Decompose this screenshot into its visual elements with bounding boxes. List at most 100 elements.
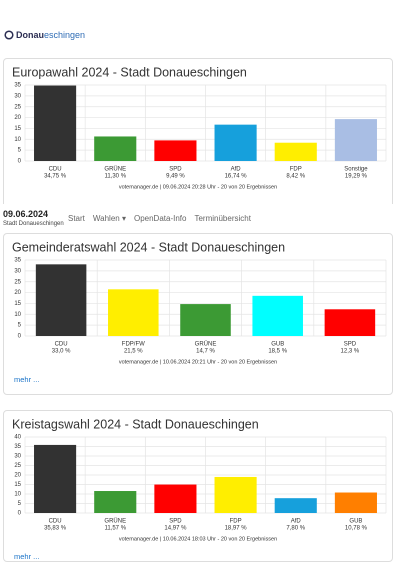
value-label: 33,0 % (52, 349, 71, 355)
nav-item[interactable]: Terminübersicht (194, 214, 251, 223)
value-label: 9,49 % (166, 174, 185, 180)
chart: Europawahl 2024 - Stadt Donaueschingen 0 5… (12, 65, 387, 190)
x-tick-label: Sonstige (344, 167, 368, 173)
value-label: 8,42 % (286, 174, 305, 180)
x-tick-label: AfD (231, 167, 242, 173)
y-tick-label: 10 (14, 492, 21, 498)
chart-card: Gemeinderatswahl 2024 - Stadt Donaueschi… (3, 233, 393, 395)
more-link[interactable]: mehr ... (14, 375, 39, 384)
chart-footer: votemanager.de | 10.06.2024 18:03 Uhr - … (119, 536, 277, 542)
x-tick-label: FDP (290, 167, 302, 173)
y-tick-label: 0 (18, 511, 22, 517)
nav-item[interactable]: Start (68, 214, 85, 223)
value-label: 7,80 % (286, 526, 305, 532)
chart-card: Kreistagswahl 2024 - Stadt Donaueschinge… (3, 410, 393, 562)
more-link[interactable]: mehr ... (14, 552, 39, 561)
logo-text: Donau (16, 30, 44, 40)
bar (34, 85, 77, 161)
value-label: 12,3 % (341, 349, 360, 355)
nav-place: Stadt Donaueschingen (3, 221, 64, 227)
value-label: 18,97 % (225, 526, 248, 532)
y-tick-label: 20 (14, 473, 21, 479)
value-label: 14,7 % (196, 349, 215, 355)
navbar: 09.06.2024 Stadt Donaueschingen Start Wah… (0, 204, 400, 232)
value-label: 16,74 % (225, 174, 248, 180)
value-label: 34,75 % (44, 174, 67, 180)
x-tick-label: GRÜNE (104, 518, 126, 525)
x-tick-label: GUB (271, 342, 284, 348)
chart: Gemeinderatswahl 2024 - Stadt Donaueschi… (12, 240, 387, 384)
bar (334, 492, 377, 513)
y-tick-label: 30 (14, 268, 21, 274)
bar (214, 476, 257, 513)
x-tick-label: CDU (49, 519, 62, 525)
x-tick-label: SPD (344, 342, 357, 348)
x-tick-label: GRÜNE (195, 341, 217, 348)
bar (94, 136, 137, 161)
y-tick-label: 30 (14, 93, 21, 99)
value-label: 19,29 % (345, 174, 368, 180)
chart-title: Kreistagswahl 2024 - Stadt Donaueschinge… (12, 417, 259, 431)
value-label: 11,30 % (104, 174, 126, 180)
value-label: 10,78 % (345, 526, 368, 532)
y-tick-label: 0 (18, 334, 22, 340)
bar (94, 491, 137, 513)
y-tick-label: 10 (14, 312, 21, 318)
x-tick-label: GUB (349, 519, 362, 525)
logo-text: eschingen (44, 30, 86, 40)
y-tick-label: 25 (14, 463, 21, 469)
y-tick-label: 5 (18, 323, 22, 329)
value-label: 11,57 % (104, 526, 126, 532)
y-tick-label: 15 (14, 482, 21, 488)
x-tick-label: SPD (169, 167, 182, 173)
y-tick-label: 35 (14, 444, 21, 450)
bar (35, 264, 87, 336)
bar (214, 124, 257, 161)
nav-item[interactable]: OpenData-Info (133, 214, 187, 223)
logo[interactable]: Donau eschingen (4, 30, 85, 40)
bar (34, 444, 77, 513)
y-tick-label: 20 (14, 290, 21, 296)
y-tick-label: 25 (14, 279, 21, 285)
chart-card: Europawahl 2024 - Stadt Donaueschingen 0 5… (3, 58, 393, 220)
value-label: 14,97 % (164, 526, 187, 532)
x-tick-label: CDU (55, 342, 68, 348)
nav-items: Start Wahlen ▾ OpenData-Info Terminübersich… (68, 214, 251, 223)
y-tick-label: 5 (18, 148, 22, 154)
chart-title: Gemeinderatswahl 2024 - Stadt Donaueschi… (12, 240, 285, 254)
logo-icon (4, 30, 14, 40)
y-tick-label: 35 (14, 83, 21, 89)
bar (108, 289, 159, 336)
x-tick-label: CDU (49, 167, 62, 173)
y-tick-label: 15 (14, 301, 21, 307)
value-label: 35,83 % (44, 526, 67, 532)
x-tick-label: FDP (230, 519, 242, 525)
y-tick-label: 10 (14, 137, 21, 143)
bar (274, 498, 317, 513)
bar (154, 484, 197, 513)
x-tick-label: GRÜNE (104, 166, 126, 173)
x-tick-label: SPD (169, 519, 182, 525)
nav-date: 09.06.2024 (3, 209, 49, 219)
nav-item[interactable]: Wahlen ▾ (92, 214, 126, 223)
x-tick-label: FDP/FW (122, 342, 145, 348)
bar (334, 119, 377, 161)
chart-footer: votemanager.de | 10.06.2024 20:21 Uhr - … (119, 359, 277, 365)
bar (252, 295, 303, 336)
bar (180, 304, 231, 336)
y-tick-label: 0 (18, 159, 22, 165)
y-tick-label: 30 (14, 454, 21, 460)
y-tick-label: 40 (14, 435, 21, 441)
y-tick-label: 35 (14, 258, 21, 264)
x-tick-label: AfD (291, 519, 302, 525)
y-tick-label: 5 (18, 501, 22, 507)
y-tick-label: 20 (14, 115, 21, 121)
bar (274, 142, 317, 161)
y-tick-label: 25 (14, 104, 21, 110)
chart-footer: votemanager.de | 09.06.2024 20:28 Uhr - … (119, 184, 277, 190)
y-tick-label: 15 (14, 126, 21, 132)
value-label: 21,5 % (124, 349, 143, 355)
chart: Kreistagswahl 2024 - Stadt Donaueschinge… (12, 417, 387, 561)
chart-title: Europawahl 2024 - Stadt Donaueschingen (12, 65, 247, 79)
